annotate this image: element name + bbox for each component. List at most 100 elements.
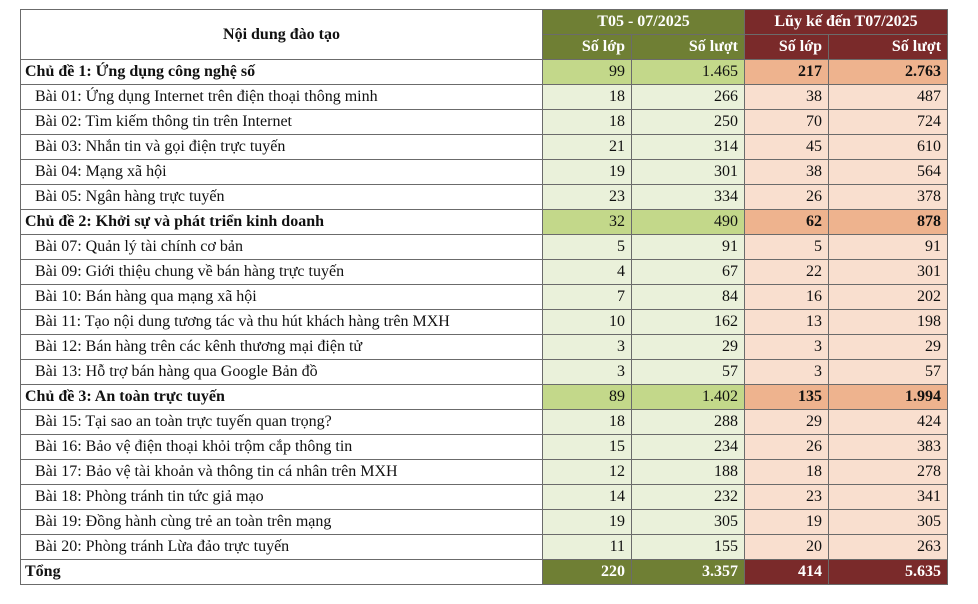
lesson-label: Bài 03: Nhắn tin và gọi điện trực tuyến xyxy=(20,134,543,160)
cell-period-classes: 4 xyxy=(542,259,632,285)
lesson-label: Bài 04: Mạng xã hội xyxy=(20,159,543,185)
cell-period-classes: 23 xyxy=(542,184,632,210)
lesson-row: Bài 18: Phòng tránh tin tức giả mạo 14 232… xyxy=(20,484,949,510)
lesson-row: Bài 16: Bảo vệ điện thoại khỏi trộm cắp … xyxy=(20,434,949,460)
lesson-row: Bài 04: Mạng xã hội 19 301 38 564 xyxy=(20,159,949,185)
lesson-label: Bài 18: Phòng tránh tin tức giả mạo xyxy=(20,484,543,510)
cell-period-classes: 10 xyxy=(542,309,632,335)
topic-row: Chủ đề 2: Khởi sự và phát triển kinh doa… xyxy=(20,209,949,235)
cell-period-classes: 19 xyxy=(542,509,632,535)
lesson-row: Bài 17: Bảo vệ tài khoản và thông tin cá… xyxy=(20,459,949,485)
cell-cumulative-sessions: 91 xyxy=(828,234,949,260)
cell-cumulative-sessions: 2.763 xyxy=(828,59,949,85)
lesson-row: Bài 20: Phòng tránh Lừa đảo trực tuyến 11… xyxy=(20,534,949,560)
cell-cumulative-classes: 70 xyxy=(744,109,830,135)
cell-period-sessions: 250 xyxy=(630,109,746,135)
lesson-label: Bài 16: Bảo vệ điện thoại khỏi trộm cắp … xyxy=(20,434,543,460)
cell-period-sessions: 29 xyxy=(630,334,746,360)
cell-period-classes: 5 xyxy=(542,234,632,260)
column-header-cumulative-sessions: Số lượt xyxy=(828,34,949,60)
total-cumulative-classes: 414 xyxy=(744,559,830,585)
cell-period-sessions: 266 xyxy=(630,84,746,110)
lesson-label: Bài 05: Ngân hàng trực tuyến xyxy=(20,184,543,210)
total-period-classes: 220 xyxy=(542,559,632,585)
lesson-label: Bài 01: Ứng dụng Internet trên điện thoạ… xyxy=(20,84,543,110)
column-header-period-sessions: Số lượt xyxy=(630,34,746,60)
topic-label: Chủ đề 2: Khởi sự và phát triển kinh doa… xyxy=(20,209,543,235)
cell-cumulative-classes: 45 xyxy=(744,134,830,160)
lesson-label: Bài 10: Bán hàng qua mạng xã hội xyxy=(20,284,543,310)
cell-cumulative-classes: 3 xyxy=(744,359,830,385)
cell-cumulative-classes: 23 xyxy=(744,484,830,510)
lesson-label: Bài 13: Hỗ trợ bán hàng qua Google Bản đ… xyxy=(20,359,543,385)
cell-period-classes: 21 xyxy=(542,134,632,160)
lesson-row: Bài 10: Bán hàng qua mạng xã hội 7 84 16 202 xyxy=(20,284,949,310)
topic-label: Chủ đề 1: Ứng dụng công nghệ số xyxy=(20,59,543,85)
cell-cumulative-sessions: 724 xyxy=(828,109,949,135)
cell-cumulative-sessions: 424 xyxy=(828,409,949,435)
column-header-period-classes: Số lớp xyxy=(542,34,632,60)
topic-row: Chủ đề 1: Ứng dụng công nghệ số 99 1.465 21… xyxy=(20,59,949,85)
cell-cumulative-classes: 29 xyxy=(744,409,830,435)
cell-period-sessions: 1.402 xyxy=(630,384,746,410)
cell-cumulative-sessions: 378 xyxy=(828,184,949,210)
cell-period-classes: 18 xyxy=(542,109,632,135)
column-header-cumulative-classes: Số lớp xyxy=(744,34,830,60)
cell-cumulative-sessions: 57 xyxy=(828,359,949,385)
total-label: Tổng xyxy=(20,559,543,585)
cell-cumulative-classes: 38 xyxy=(744,159,830,185)
lesson-row: Bài 13: Hỗ trợ bán hàng qua Google Bản đ… xyxy=(20,359,949,385)
total-cumulative-sessions: 5.635 xyxy=(828,559,949,585)
cell-period-classes: 3 xyxy=(542,334,632,360)
cell-cumulative-sessions: 1.994 xyxy=(828,384,949,410)
cell-period-sessions: 301 xyxy=(630,159,746,185)
lesson-label: Bài 17: Bảo vệ tài khoản và thông tin cá… xyxy=(20,459,543,485)
column-group-period: T05 - 07/2025 xyxy=(541,9,746,35)
cell-cumulative-sessions: 305 xyxy=(828,509,949,535)
lesson-row: Bài 02: Tìm kiếm thông tin trên Internet… xyxy=(20,109,949,135)
cell-period-classes: 15 xyxy=(542,434,632,460)
cell-cumulative-sessions: 301 xyxy=(828,259,949,285)
table-body: Chủ đề 1: Ứng dụng công nghệ số 99 1.465 21… xyxy=(20,59,949,560)
lesson-row: Bài 05: Ngân hàng trực tuyến 23 334 26 378 xyxy=(20,184,949,210)
cell-cumulative-sessions: 341 xyxy=(828,484,949,510)
cell-period-sessions: 57 xyxy=(630,359,746,385)
lesson-row: Bài 07: Quản lý tài chính cơ bản 5 91 5 91 xyxy=(20,234,949,260)
lesson-row: Bài 01: Ứng dụng Internet trên điện thoạ… xyxy=(20,84,949,110)
cell-cumulative-classes: 16 xyxy=(744,284,830,310)
lesson-row: Bài 11: Tạo nội dung tương tác và thu hú… xyxy=(20,309,949,335)
cell-period-classes: 18 xyxy=(542,409,632,435)
cell-period-sessions: 305 xyxy=(630,509,746,535)
cell-cumulative-classes: 3 xyxy=(744,334,830,360)
cell-period-classes: 12 xyxy=(542,459,632,485)
cell-cumulative-sessions: 610 xyxy=(828,134,949,160)
cell-period-classes: 89 xyxy=(542,384,632,410)
lesson-label: Bài 09: Giới thiệu chung về bán hàng trự… xyxy=(20,259,543,285)
cell-period-classes: 19 xyxy=(542,159,632,185)
cell-period-classes: 3 xyxy=(542,359,632,385)
cell-cumulative-sessions: 487 xyxy=(828,84,949,110)
cell-cumulative-classes: 135 xyxy=(744,384,830,410)
cell-period-sessions: 232 xyxy=(630,484,746,510)
column-group-cumulative: Lũy kế đến T07/2025 xyxy=(744,9,949,35)
cell-period-sessions: 155 xyxy=(630,534,746,560)
lesson-row: Bài 19: Đồng hành cùng trẻ an toàn trên … xyxy=(20,509,949,535)
lesson-row: Bài 12: Bán hàng trên các kênh thương mạ… xyxy=(20,334,949,360)
topic-label: Chủ đề 3: An toàn trực tuyến xyxy=(20,384,543,410)
cell-cumulative-classes: 217 xyxy=(744,59,830,85)
lesson-label: Bài 15: Tại sao an toàn trực tuyến quan … xyxy=(20,409,543,435)
lesson-label: Bài 12: Bán hàng trên các kênh thương mạ… xyxy=(20,334,543,360)
cell-cumulative-classes: 22 xyxy=(744,259,830,285)
lesson-row: Bài 09: Giới thiệu chung về bán hàng trự… xyxy=(20,259,949,285)
cell-cumulative-classes: 19 xyxy=(744,509,830,535)
lesson-label: Bài 11: Tạo nội dung tương tác và thu hú… xyxy=(20,309,543,335)
cell-period-sessions: 162 xyxy=(630,309,746,335)
cell-cumulative-sessions: 263 xyxy=(828,534,949,560)
cell-cumulative-sessions: 198 xyxy=(828,309,949,335)
cell-period-classes: 18 xyxy=(542,84,632,110)
cell-cumulative-sessions: 29 xyxy=(828,334,949,360)
cell-period-sessions: 188 xyxy=(630,459,746,485)
cell-cumulative-classes: 62 xyxy=(744,209,830,235)
lesson-label: Bài 19: Đồng hành cùng trẻ an toàn trên … xyxy=(20,509,543,535)
lesson-label: Bài 02: Tìm kiếm thông tin trên Internet xyxy=(20,109,543,135)
